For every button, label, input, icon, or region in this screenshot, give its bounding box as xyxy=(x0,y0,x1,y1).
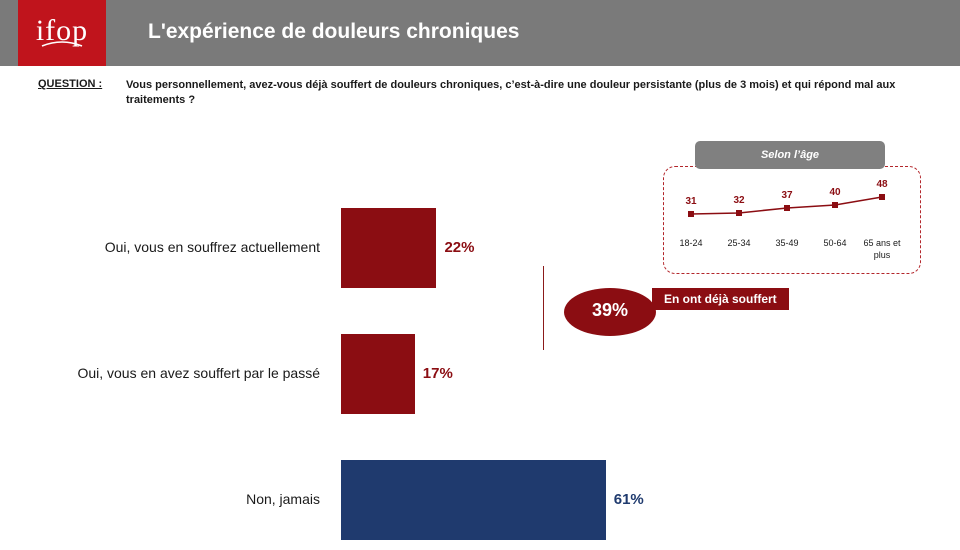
separator-line xyxy=(543,266,544,350)
bar-value-label: 61% xyxy=(613,491,644,508)
data-point xyxy=(832,202,838,208)
bar-value-label: 22% xyxy=(444,239,475,256)
bar-category-label: Oui, vous en souffrez actuellement xyxy=(104,239,320,255)
bar xyxy=(341,334,415,414)
age-line-chart: 31 18-24 32 25-34 37 35-49 40 50-64 48 65 ans et p… xyxy=(679,179,901,260)
data-value-label: 31 xyxy=(685,196,697,207)
page-title: L'expérience de douleurs chroniques xyxy=(148,20,520,43)
data-point xyxy=(688,211,694,217)
age-inset-title: Selon l’âge xyxy=(695,141,885,169)
total-value: 39% xyxy=(591,300,629,320)
bar-category-label: Oui, vous en avez souffert par le passé xyxy=(77,365,320,381)
question-label: QUESTION : xyxy=(38,78,102,90)
x-tick-label: 18-24 xyxy=(679,238,702,248)
ifop-logo: ifop xyxy=(18,0,106,66)
data-value-label: 37 xyxy=(781,190,793,201)
data-value-label: 40 xyxy=(829,187,841,198)
total-badge xyxy=(564,288,656,336)
bar-category-label: Non, jamais xyxy=(246,491,320,507)
bar-value-label: 17% xyxy=(422,365,453,382)
data-point xyxy=(784,205,790,211)
x-tick-label: 25-34 xyxy=(727,238,750,248)
x-tick-label: 65 ans et xyxy=(863,238,901,248)
x-tick-label: plus xyxy=(874,250,891,260)
x-tick-label: 35-49 xyxy=(775,238,798,248)
question-text: Vous personnellement, avez-vous déjà sou… xyxy=(126,79,896,106)
data-value-label: 32 xyxy=(733,195,745,206)
bar xyxy=(341,208,437,288)
data-point xyxy=(879,194,885,200)
header-bar: ifop L'expérience de douleurs chroniques xyxy=(0,0,960,66)
logo-swoosh-icon xyxy=(41,41,83,47)
bar xyxy=(341,460,606,540)
data-point xyxy=(736,210,742,216)
data-value-label: 48 xyxy=(876,179,888,190)
question-label-text: QUESTION : xyxy=(38,78,103,90)
total-label: En ont déjà souffert xyxy=(652,288,789,310)
x-tick-label: 50-64 xyxy=(823,238,846,248)
